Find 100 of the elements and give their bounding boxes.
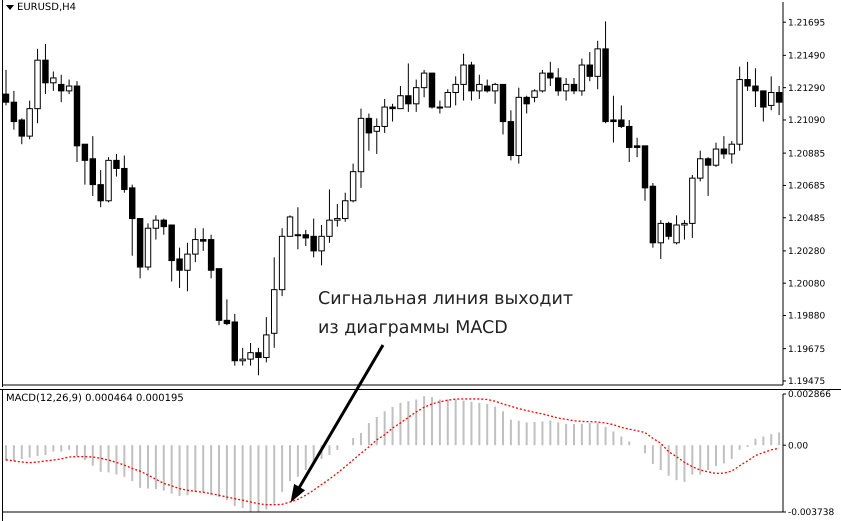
bar [210,445,212,496]
bar [234,445,236,506]
bar [273,445,276,504]
bar [376,416,378,446]
bar [762,436,764,446]
bar [557,422,560,446]
bar [573,424,575,446]
bar [454,399,457,446]
bar [304,445,307,470]
bar [36,445,39,456]
bar [683,445,686,482]
annotation: Сигнальная линия выходит из диаграммы MACD [318,288,574,340]
bar [123,445,126,477]
bar [68,445,70,450]
bar [549,420,552,446]
bar [384,411,386,446]
bar [368,423,370,446]
bar [281,445,284,492]
bar [612,431,614,446]
bar [668,445,670,476]
bar [486,404,488,446]
bar [60,445,62,452]
bar [502,411,504,446]
bar [257,445,260,512]
bar [250,445,252,512]
bar [462,400,465,446]
bar [620,436,622,446]
bar [100,445,102,472]
bar [360,433,362,446]
bar [580,424,583,446]
chart-title: MACD(12,26,9) 0.000464 0.000195 [6,393,184,404]
bar [541,421,544,446]
bar [596,423,599,446]
bar [722,445,725,464]
bar [565,424,568,446]
y-tick-label: 1.19675 [788,344,826,355]
bar [162,445,165,491]
bar [226,445,228,500]
bar [431,397,433,446]
bar [446,399,449,446]
bar [84,445,86,460]
bar [178,445,181,496]
bar [518,420,520,446]
bar [28,445,31,458]
bar [478,402,480,446]
y-tick-label: 1.20280 [788,247,826,258]
y-tick-label: 1.21290 [788,84,826,94]
bar [352,438,354,446]
y-tick-label: 1.21090 [788,116,826,126]
bar [770,434,772,446]
bar [139,445,142,488]
y-tick-label: 1.21490 [788,52,826,62]
bar [218,445,220,498]
bar [526,422,528,446]
bar [423,396,426,446]
bar [392,406,394,446]
bar [628,441,630,446]
bar [399,402,402,446]
y-tick-label: 0.002866 [788,390,832,400]
bar [147,445,149,489]
y-tick-label: -0.003738 [788,508,834,518]
bar [730,445,733,459]
bar [202,445,204,493]
bar [115,445,118,475]
bar [289,445,291,482]
bar [108,445,110,472]
bar [652,445,654,464]
bar [691,445,694,475]
bar [660,445,662,470]
y-tick-label: 0.00 [788,441,808,452]
bar [186,445,188,496]
bar [588,423,591,446]
bar [407,401,410,446]
bar [52,445,54,452]
bar [738,445,741,450]
bar [336,445,338,450]
bar [415,399,418,446]
bar [170,445,173,494]
bar [76,445,78,456]
bar [707,445,710,470]
bar [20,445,23,459]
bar [534,422,536,446]
bar [754,438,756,446]
bar [296,445,299,477]
y-tick-label: 1.21695 [788,18,826,28]
bar [194,445,196,492]
bar [676,445,678,480]
bar [438,399,441,446]
bar [44,445,46,456]
bar [242,445,244,508]
bar [328,445,330,456]
y-tick-label: 1.20485 [788,214,826,224]
y-tick-label: 1.20080 [788,279,826,290]
y-tick-label: 1.19880 [788,312,826,322]
y-tick-label: 1.19475 [788,377,826,388]
bar [470,402,472,446]
bar [510,420,512,446]
bar [715,445,717,466]
bar [604,426,607,446]
y-tick-label: 1.20685 [788,182,826,192]
